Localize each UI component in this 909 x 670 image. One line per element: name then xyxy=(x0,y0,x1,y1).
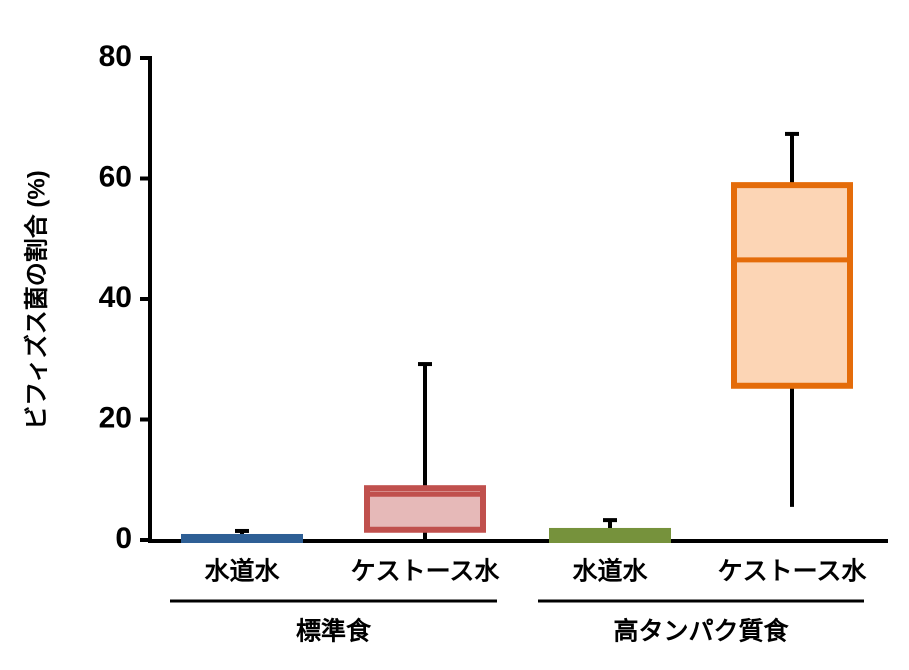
box xyxy=(731,182,853,389)
y-tick-label: 80 xyxy=(99,40,132,73)
group-label: 標準食 xyxy=(296,617,372,646)
y-tick-label: 60 xyxy=(99,160,132,193)
x-tick-label: 水道水 xyxy=(572,557,648,586)
x-tick-label: ケストース水 xyxy=(718,558,868,586)
group-label: 高タンパク質食 xyxy=(613,617,789,646)
y-tick-label: 0 xyxy=(115,522,132,555)
x-tick-label: 水道水 xyxy=(204,557,280,586)
y-tick-label: 20 xyxy=(99,401,132,434)
y-axis-label: ビフィズス菌の割合 (%) xyxy=(22,170,50,430)
x-tick-label: ケストース水 xyxy=(351,558,501,586)
y-tick-label: 40 xyxy=(99,281,132,314)
